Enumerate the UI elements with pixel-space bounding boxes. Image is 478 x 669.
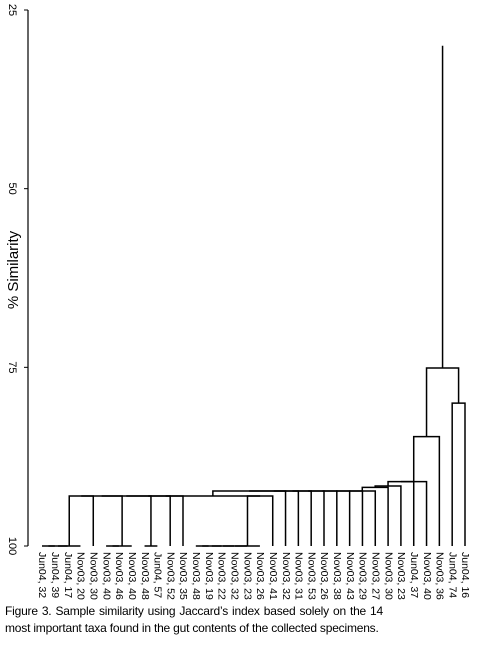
merge-link [451,402,466,546]
leaf-label: Nov03, 30 [87,552,99,600]
merge-link [148,495,184,546]
leaf-label: Nov03, 22 [216,552,228,600]
leaf-label: Nov03, 26 [254,552,266,600]
leaf-label: Nov03, 23 [241,552,253,600]
leaf-label: Nov03, 27 [369,552,381,600]
leaf-label: Nov03, 29 [357,552,369,600]
merge-link [349,490,377,546]
leaf-label: Nov03, 35 [177,552,189,600]
leaf-label: Nov03, 40 [421,552,433,600]
merge-link [126,495,171,546]
leaf-label: Nov03, 43 [344,552,356,600]
leaf-label: Nov03, 32 [228,552,240,600]
leaf-label: Nov03, 30 [382,552,394,600]
leaf-label: Nov03, 32 [280,552,292,600]
leaf-label: Nov03, 46 [113,552,125,600]
leaf-label: Nov03, 48 [139,552,151,600]
merge-link [101,495,152,546]
leaf-label: Nov03, 48 [190,552,202,600]
merge-link [273,490,312,546]
merge-link [400,480,428,546]
chart: % Similarity 25 50 75 100 Jun04, 32 Jun04, 39… [5,4,471,600]
leaf-label: Jun04, 32 [36,552,48,598]
leaf-label: Nov03, 36 [434,552,446,600]
merge-link [246,495,274,546]
leaf-label: Jun04, 16 [459,552,471,598]
leaf-label: Nov03, 53 [305,552,317,600]
leaf-label: Nov03, 38 [331,552,343,600]
y-tick-label: 100 [6,537,18,555]
merge-link [308,490,338,546]
leaf-label: Jun04, 39 [49,552,61,598]
y-axis-label: % Similarity [5,230,22,309]
merge-link [387,480,415,546]
y-tick-label: 75 [6,361,18,373]
merge-link [249,490,300,546]
merge-link [68,495,95,546]
leaf-label: Jun04, 57 [152,552,164,598]
merge-link [292,490,325,546]
leaf-label: Nov03, 19 [203,552,215,600]
caption: Figure 3. Sample similarity using Jaccar… [5,604,383,635]
leaf-label: Jun04, 74 [446,552,458,598]
y-tick-label: 50 [6,183,18,195]
leaf-label: Nov03, 31 [293,552,305,600]
merge-link [212,490,287,546]
leaf-label: Nov03, 23 [395,552,407,600]
leaf-label: Jun04, 37 [408,552,420,598]
leaf-label: Jun04, 17 [62,552,74,598]
leaf-label: Nov03, 20 [75,552,87,600]
leaf-label: Nov03, 40 [100,552,112,600]
leaf-label: Nov03, 41 [267,552,279,600]
leaf-label: Nov03, 40 [126,552,138,600]
y-tick-label: 25 [6,4,18,16]
merge-link [81,495,123,546]
leaf-label: Nov03, 26 [318,552,330,600]
leaf-label: Nov03, 52 [164,552,176,600]
